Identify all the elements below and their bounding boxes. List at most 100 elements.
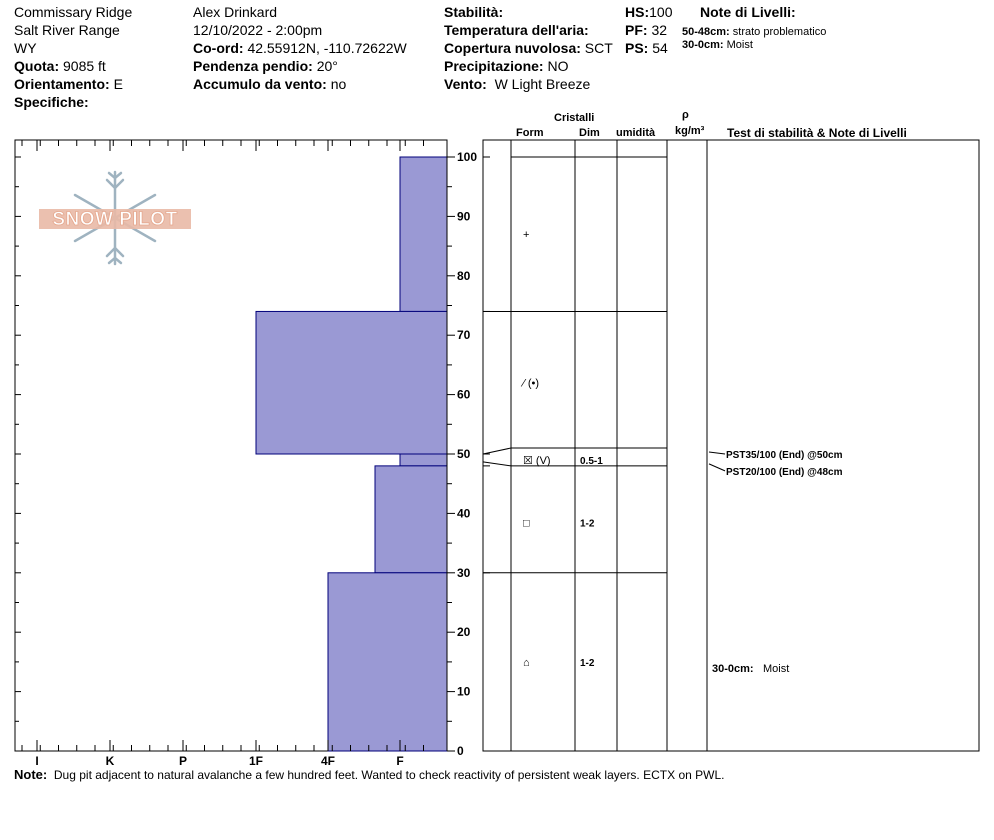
y-tick-label-90: 90 [457,209,471,223]
layer-note-2-text: Moist [726,39,753,51]
test-label-1: PST35/100 (End) @50cm [726,450,843,461]
observer-name: Alex Drinkard [193,4,278,20]
y-tick-label-80: 80 [457,269,471,283]
hardness-bar-3 [399,453,448,467]
precip-value: NO [547,58,569,74]
crystal-table-frame [482,139,980,752]
x-tick-label-P: P [179,754,187,768]
grain-form-4: □ [523,517,530,529]
pf-label: PF: [625,22,648,38]
density-unit-header: kg/m³ [675,125,705,137]
sky-label: Copertura nuvolosa: [444,40,581,56]
table-layer-lines [482,156,667,574]
hardness-bar-5 [327,572,448,752]
hardness-bar-2 [255,310,448,455]
air-temp-label: Temperatura dell'aria: [444,22,589,38]
hs-value: 100 [649,4,673,20]
rho-header: ρ [682,109,689,121]
aspect-label: Orientamento: [14,76,110,92]
y-tick-label-10: 10 [457,685,471,699]
test-pointer-1 [708,451,726,455]
elevation-value: 9085 ft [63,58,106,74]
test-label-2: PST20/100 (End) @48cm [726,467,843,478]
y-tick-label-20: 20 [457,625,471,639]
layer-comment-text-1: Moist [763,663,789,675]
y-tick-label-70: 70 [457,328,471,342]
pf: PF: 32 [625,22,667,38]
grain-form-1: + [523,229,529,241]
slope-label: Pendenza pendio: [193,58,313,74]
layer-notes-label: Note di Livelli: [700,4,796,20]
precip-label: Precipitazione: [444,58,544,74]
test-pointer-2 [708,463,726,472]
layer-comment-range-1: 30-0cm: [712,663,754,675]
y-tick-label-0: 0 [457,744,464,758]
hardness-bars [255,156,448,752]
y-tick-label-50: 50 [457,447,471,461]
hardness-bar-1 [399,156,448,312]
wind-value: W Light Breeze [494,76,591,92]
sky-value: SCT [584,40,613,56]
stability-label: Stabilità: [444,4,504,20]
size-header: Dim [579,127,600,139]
x-tick-label-1F: 1F [249,754,263,768]
ps-label: PS: [625,40,649,56]
moisture-header: umidità [616,127,656,139]
elevation: Quota: 9085 ft [14,58,106,74]
layer-note-1: 50-48cm: strato problematico [682,24,826,40]
coordinates: Co-ord: 42.55912N, -110.72622W [193,40,407,56]
layer-note-1-text: strato problematico [732,26,827,38]
grain-size-4: 1-2 [580,518,595,529]
slope-value: 20° [316,58,338,74]
coord-label: Co-ord: [193,40,244,56]
range-name: Salt River Range [14,22,120,38]
tests-header: Test di stabilità & Note di Livelli [727,126,907,140]
table-column-dividers [510,140,708,751]
precipitation: Precipitazione: NO [444,58,568,74]
grain-form-2: ⁄ (•) [520,378,539,390]
aspect-value: E [113,76,123,92]
y-tick-label-40: 40 [457,506,471,520]
specifics-label: Specifiche: [14,94,89,110]
location-name: Commissary Ridge [14,4,133,20]
notes-text: Dug pit adjacent to natural avalanche a … [53,768,725,782]
aspect: Orientamento: E [14,76,123,92]
notes: Note: Dug pit adjacent to natural avalan… [14,767,724,782]
layer-connector-50 [482,447,512,455]
grain-forms: + ⁄ (•) ☒ (V) 0.5-1 □ 1-2 ⌂ 1-2 [520,229,603,669]
wind-loading: Accumulo da vento: no [193,76,346,92]
date-time: 12/10/2022 - 2:00pm [193,22,323,38]
layer-note-2: 30-0cm: Moist [682,37,753,53]
y-tick-label-30: 30 [457,566,471,580]
layer-note-1-range: 50-48cm: [682,26,730,38]
depth-axis: 0 10 20 30 40 50 60 70 80 90 100 [15,140,490,758]
snowpilot-logo: SNOW PILOT [39,170,191,266]
snow-profile-chart: SNOW PILOT 0 10 20 30 40 50 60 70 80 90 100 I K P 1F 4… [14,139,980,768]
x-tick-label-I: I [35,754,38,768]
ps: PS: 54 [625,40,668,56]
wind-loading-label: Accumulo da vento: [193,76,327,92]
crystals-header: Cristalli [554,112,595,124]
wind: Vento: W Light Breeze [444,76,590,92]
layer-note-2-range: 30-0cm: [682,39,724,51]
grain-size-3: 0.5-1 [580,456,603,467]
x-tick-label-F: F [396,754,403,768]
pf-value: 32 [651,22,668,38]
layer-connector-48 [482,461,512,467]
form-header: Form [516,127,544,139]
y-tick-label-100: 100 [457,150,477,164]
hardness-bar-4 [374,465,448,574]
state-name: WY [14,40,37,56]
slope: Pendenza pendio: 20° [193,58,338,74]
stability-tests: PST35/100 (End) @50cm PST20/100 (End) @48… [708,450,843,675]
logo-banner [39,209,191,229]
sky-cover: Copertura nuvolosa: SCT [444,40,613,56]
hardness-axis: I K P 1F 4F F [21,140,424,768]
x-tick-label-4F: 4F [321,754,335,768]
elevation-label: Quota: [14,58,60,74]
hs-label: HS: [625,4,650,20]
logo-text: SNOW PILOT [52,209,177,230]
grain-form-5: ⌂ [523,657,530,669]
grain-size-5: 1-2 [580,658,595,669]
ps-value: 54 [652,40,668,56]
